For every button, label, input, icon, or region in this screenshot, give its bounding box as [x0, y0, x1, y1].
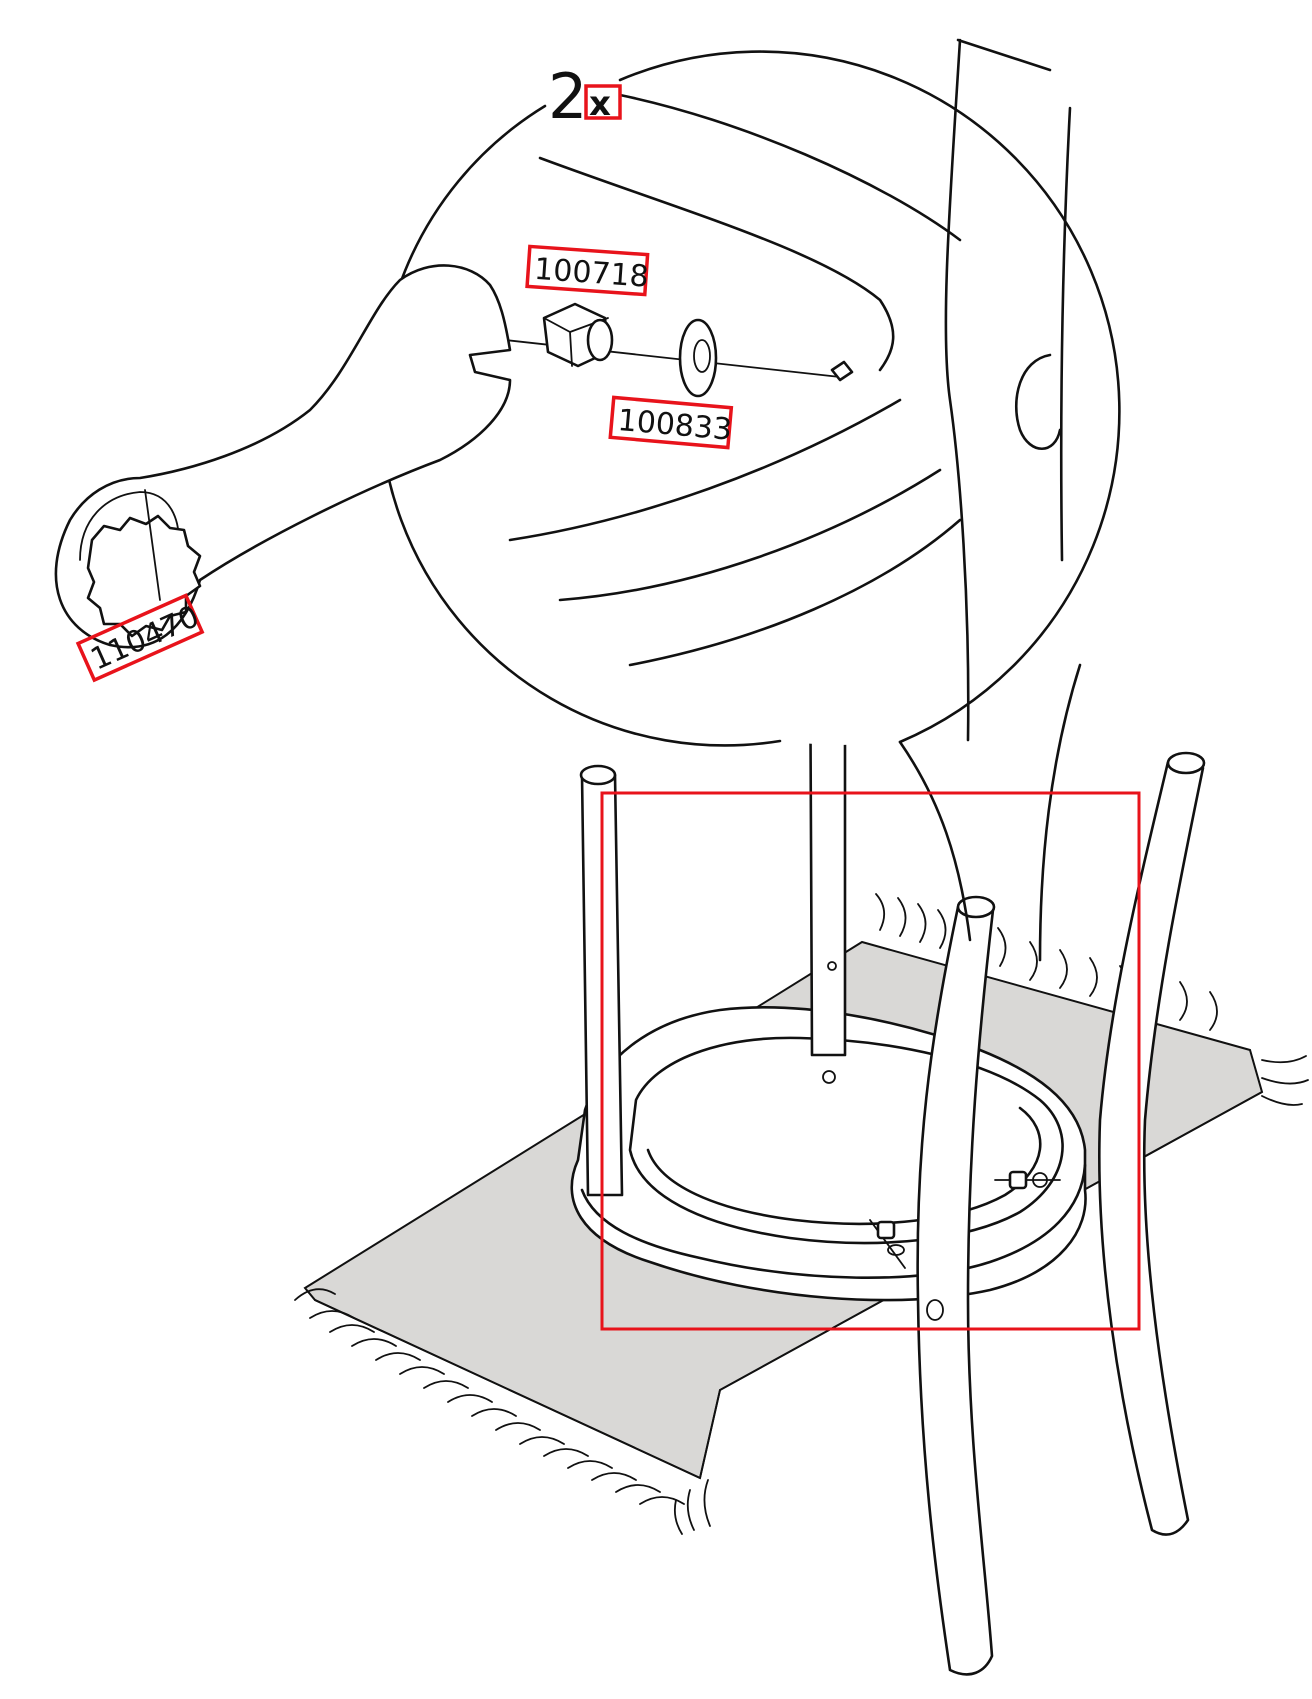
detail-magnifier: 2 x 100718 100833: [378, 38, 1185, 962]
nut-part-code: 100718: [533, 252, 650, 295]
focus-area-highlight: [600, 791, 1141, 1331]
quantity-symbol: x: [589, 84, 611, 124]
frame-hardware: [869, 1170, 1061, 1269]
nut-label-highlight: [525, 244, 650, 297]
leg-front-center: [916, 895, 996, 1676]
wrench-tool: 110470: [54, 264, 512, 683]
leg-front-right: [1098, 751, 1206, 1536]
quantity-number: 2: [548, 60, 587, 133]
washer-label-highlight: [608, 395, 734, 450]
quantity-highlight: [584, 84, 622, 120]
lock-nut: [542, 302, 614, 368]
washer: [678, 318, 718, 398]
wrench-label-highlight: [75, 593, 205, 683]
